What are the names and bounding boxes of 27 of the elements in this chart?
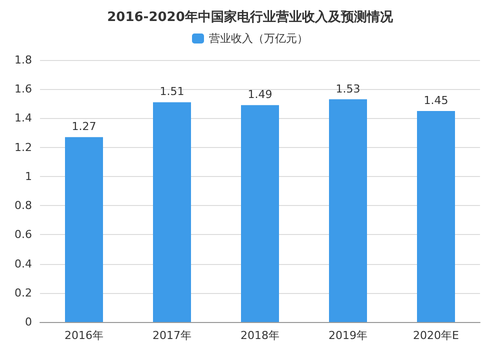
bar: [153, 102, 191, 322]
x-tick-label: 2016年: [64, 329, 104, 342]
bar: [417, 110, 455, 322]
y-tick-label: 0.4: [14, 257, 32, 270]
y-tick-label: 1.4: [14, 112, 32, 125]
data-label: 1.53: [336, 82, 360, 96]
y-tick-label: 1.6: [14, 82, 32, 96]
data-label: 1.49: [248, 88, 272, 102]
data-label: 1.27: [72, 120, 96, 134]
data-label: 1.51: [160, 85, 184, 98]
bar: [329, 99, 367, 322]
x-tick-label: 2019年: [328, 329, 368, 342]
bar: [241, 105, 279, 322]
data-label: 1.45: [424, 94, 448, 107]
bar: [65, 137, 103, 322]
y-tick-label: 1.2: [14, 140, 32, 154]
y-tick-label: 1.8: [14, 54, 32, 66]
chart-title: 2016-2020年中国家电行业营业收入及预测情况: [107, 9, 394, 25]
y-tick-label: 0.2: [14, 286, 32, 300]
y-tick-label: 0.8: [14, 199, 32, 212]
legend-label: 营业收入（万亿元）: [209, 32, 308, 45]
y-tick-label: 0: [25, 316, 32, 328]
y-tick-label: 1: [25, 170, 32, 183]
x-tick-label: 2020年E: [413, 329, 460, 342]
y-tick-label: 0.6: [14, 228, 32, 242]
x-tick-label: 2018年: [240, 329, 280, 342]
x-tick-label: 2017年: [152, 329, 192, 342]
